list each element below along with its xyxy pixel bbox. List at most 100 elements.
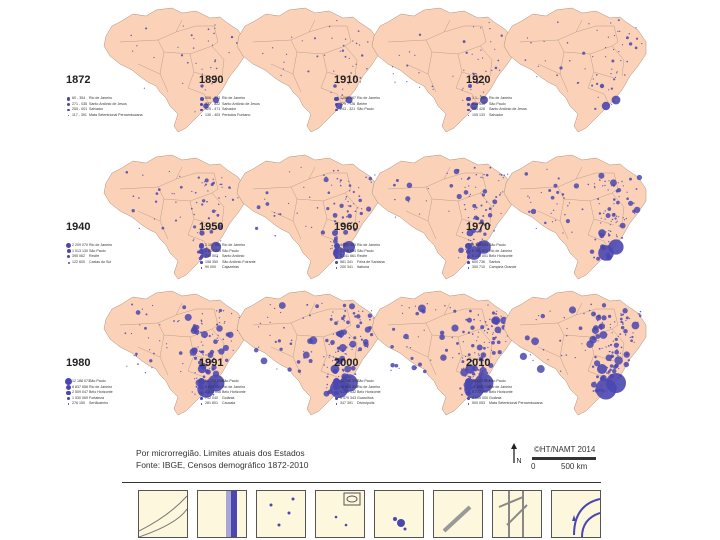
population-circle xyxy=(500,212,502,215)
population-circle xyxy=(368,325,372,330)
population-circle xyxy=(212,333,214,335)
population-circle xyxy=(347,222,349,224)
state-boundary xyxy=(344,192,358,224)
population-circle xyxy=(484,321,487,323)
population-circle xyxy=(321,302,323,305)
population-circle xyxy=(135,354,138,357)
population-circle xyxy=(221,177,223,179)
legend-value: 8 837 656 xyxy=(72,384,88,389)
population-circle xyxy=(613,35,616,37)
population-circle xyxy=(406,346,408,348)
population-circle xyxy=(615,215,618,217)
population-circle xyxy=(608,232,610,235)
population-circle xyxy=(607,234,611,237)
population-circle xyxy=(348,344,351,346)
population-circle xyxy=(339,184,342,187)
population-circle xyxy=(608,229,610,232)
population-circle xyxy=(617,335,619,337)
legend-city: São Paulo xyxy=(357,379,374,383)
population-circle xyxy=(561,193,565,196)
legend-value: 16 330 808 xyxy=(205,379,223,383)
legend-circle-icon xyxy=(199,96,204,101)
population-circle xyxy=(354,315,357,318)
population-circle xyxy=(357,30,360,32)
population-circle xyxy=(301,40,303,42)
legend-value: 12 188 071 xyxy=(72,379,90,383)
population-circle xyxy=(610,22,612,24)
population-circle xyxy=(274,340,277,344)
state-boundary xyxy=(575,302,583,316)
population-circle xyxy=(351,348,353,350)
population-circle xyxy=(219,322,221,324)
population-circle xyxy=(471,344,475,348)
population-circle xyxy=(204,89,206,91)
population-circle xyxy=(200,330,209,339)
population-circle xyxy=(600,217,602,219)
population-circle xyxy=(477,58,479,61)
population-circle xyxy=(211,44,214,46)
population-circle xyxy=(530,201,532,203)
legend-value: 281 601 xyxy=(205,401,218,406)
population-circle xyxy=(201,221,203,224)
population-circle xyxy=(486,332,488,334)
population-circle xyxy=(477,353,480,355)
population-circle xyxy=(604,56,607,58)
population-circle xyxy=(218,348,225,355)
population-circle xyxy=(193,356,198,360)
population-circle xyxy=(352,345,354,348)
legend-circle-icon xyxy=(198,243,205,249)
population-circle xyxy=(610,87,614,90)
population-circle xyxy=(354,210,357,213)
population-circle xyxy=(398,54,400,57)
population-circle xyxy=(287,202,290,205)
metro-circle xyxy=(345,96,353,104)
population-circle xyxy=(497,350,502,355)
population-circle xyxy=(230,35,234,39)
population-circle xyxy=(231,198,235,201)
legend-value: 250 - 001 xyxy=(72,107,88,112)
legend-city: São Paulo xyxy=(222,379,239,383)
population-circle xyxy=(613,203,615,205)
legend-value: 325 - 471 xyxy=(205,107,221,112)
population-circle xyxy=(287,367,292,372)
metro-circle xyxy=(595,378,617,400)
population-circle xyxy=(290,339,293,342)
population-circle xyxy=(204,185,206,187)
population-circle xyxy=(213,339,218,345)
population-circle xyxy=(491,311,496,315)
population-circle xyxy=(468,185,470,187)
population-circle xyxy=(594,187,596,189)
legend-city: Santos xyxy=(489,259,501,264)
population-circle xyxy=(617,343,620,346)
population-circle xyxy=(482,83,485,86)
state-boundary xyxy=(405,210,429,222)
population-circle xyxy=(503,174,505,176)
legend-circle-icon xyxy=(200,397,203,401)
population-circle xyxy=(361,54,364,57)
population-circle xyxy=(451,324,459,332)
population-circle xyxy=(600,222,602,224)
population-circle xyxy=(488,207,492,210)
population-circle xyxy=(440,354,447,361)
population-circle xyxy=(611,368,617,374)
population-circle xyxy=(331,37,333,39)
population-circle xyxy=(368,209,370,212)
population-circle xyxy=(209,353,211,355)
population-circle xyxy=(566,42,569,44)
population-circle xyxy=(562,232,564,234)
population-circle xyxy=(219,183,221,186)
population-circle xyxy=(480,352,487,358)
population-circle xyxy=(616,220,618,222)
population-circle xyxy=(488,21,490,24)
metro-circle xyxy=(477,240,491,254)
population-circle xyxy=(608,240,610,243)
state-boundary xyxy=(344,308,352,330)
population-circle xyxy=(332,333,334,335)
population-circle xyxy=(202,375,206,378)
population-circle xyxy=(470,88,472,91)
population-circle xyxy=(323,174,325,176)
legend-circle-icon xyxy=(335,108,338,112)
population-circle xyxy=(406,182,413,189)
population-circle xyxy=(342,88,344,90)
year-label: 1910 xyxy=(334,74,359,86)
